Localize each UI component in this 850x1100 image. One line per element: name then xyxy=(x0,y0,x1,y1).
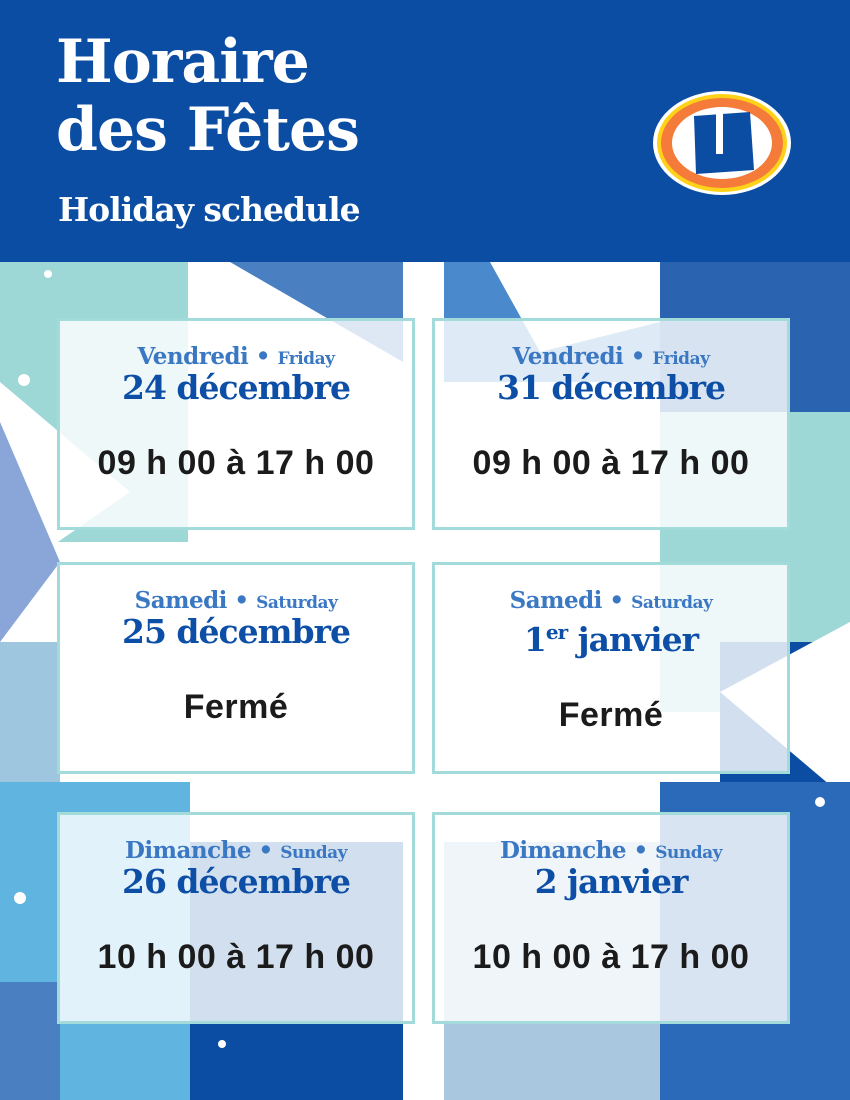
day-en: Saturday xyxy=(631,593,713,613)
date: 31 décembre xyxy=(497,368,726,407)
day-fr: Dimanche xyxy=(499,837,627,864)
day-en: Sunday xyxy=(655,843,722,863)
title-line-1: Horaire xyxy=(56,27,310,97)
date: 24 décembre xyxy=(122,368,351,407)
day-fr: Vendredi xyxy=(137,343,249,370)
day-fr: Dimanche xyxy=(124,837,252,864)
schedule-card: Vendredi • Friday 31 décembre 09 h 00 à … xyxy=(432,318,790,530)
date: 1er janvier xyxy=(435,614,787,658)
day-en: Friday xyxy=(652,349,710,369)
schedule-card: Samedi • Saturday 1er janvier Fermé xyxy=(432,562,790,774)
hours: 09 h 00 à 17 h 00 xyxy=(472,444,750,482)
hours: Fermé xyxy=(183,688,289,726)
store-logo xyxy=(653,91,791,195)
hours: 09 h 00 à 17 h 00 xyxy=(97,444,375,482)
date: 26 décembre xyxy=(122,862,351,901)
day-fr: Vendredi xyxy=(512,343,624,370)
date: 25 décembre xyxy=(122,612,351,651)
schedule-card: Vendredi • Friday 24 décembre 09 h 00 à … xyxy=(57,318,415,530)
schedule-card: Samedi • Saturday 25 décembre Fermé xyxy=(57,562,415,774)
day-en: Saturday xyxy=(256,593,338,613)
date-ordinal: er xyxy=(545,620,568,644)
date: 2 janvier xyxy=(534,862,689,901)
date-month: janvier xyxy=(567,620,699,659)
day-en: Friday xyxy=(277,349,335,369)
schedule-card: Dimanche • Sunday 26 décembre 10 h 00 à … xyxy=(57,812,415,1024)
hours: 10 h 00 à 17 h 00 xyxy=(472,938,750,976)
date-number: 1 xyxy=(523,620,547,659)
hours: Fermé xyxy=(558,696,664,734)
schedule-card: Dimanche • Sunday 2 janvier 10 h 00 à 17… xyxy=(432,812,790,1024)
header-banner: Horaire des Fêtes Holiday schedule xyxy=(0,0,850,262)
day-fr: Samedi xyxy=(509,587,603,614)
day-en: Sunday xyxy=(280,843,347,863)
hours: 10 h 00 à 17 h 00 xyxy=(97,938,375,976)
page-subtitle: Holiday schedule xyxy=(58,190,361,229)
day-fr: Samedi xyxy=(134,587,228,614)
page-title: Horaire des Fêtes xyxy=(56,27,360,165)
title-line-2: des Fêtes xyxy=(56,95,360,165)
